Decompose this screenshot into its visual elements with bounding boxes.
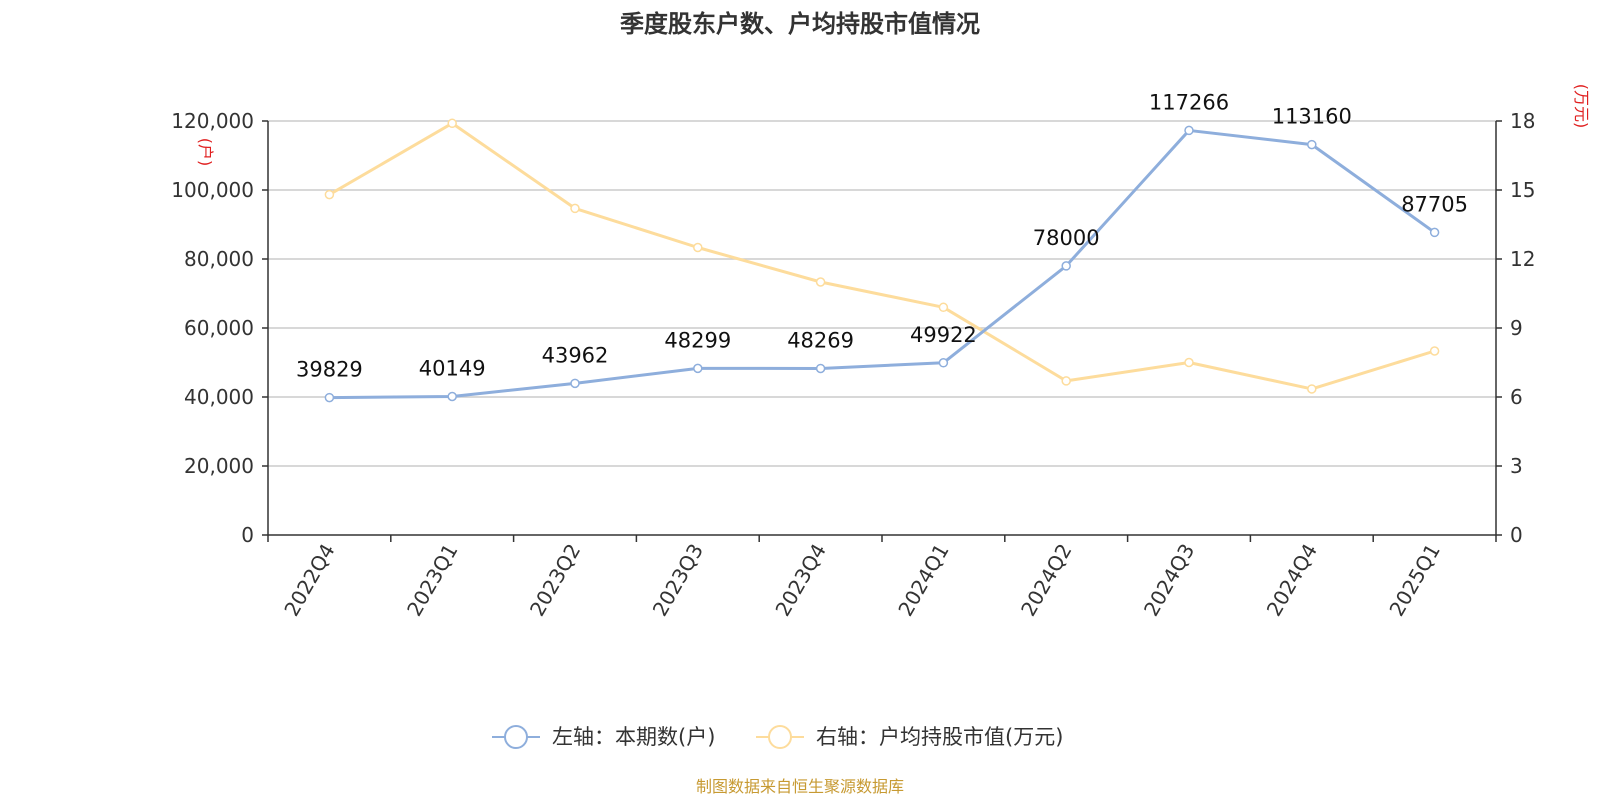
data-point bbox=[324, 189, 335, 200]
x-axis-tick-label: 2023Q2 bbox=[525, 540, 585, 621]
data-point bbox=[1429, 346, 1440, 356]
x-axis-tick-label: 2023Q4 bbox=[770, 540, 830, 621]
right-axis-tick-label: 6 bbox=[1510, 385, 1523, 409]
data-point bbox=[693, 242, 703, 253]
x-axis-tick-label: 2022Q4 bbox=[279, 540, 339, 621]
x-axis-tick-label: 2023Q1 bbox=[402, 540, 462, 621]
data-point bbox=[1307, 139, 1317, 150]
right-axis-unit: (万元) bbox=[1572, 84, 1591, 129]
data-point bbox=[938, 358, 949, 368]
data-point bbox=[1307, 384, 1317, 394]
legend: 左轴：本期数(户) 右轴：户均持股市值(万元) bbox=[492, 725, 1063, 749]
axes bbox=[262, 120, 1502, 542]
data-label: 39829 bbox=[296, 358, 363, 382]
right-axis-tick-label: 9 bbox=[1510, 316, 1523, 340]
left-axis-tick-label: 40,000 bbox=[184, 385, 254, 409]
data-point bbox=[447, 391, 457, 402]
data-point bbox=[324, 392, 335, 403]
legend-item-right[interactable]: 右轴：户均持股市值(万元) bbox=[756, 725, 1063, 749]
data-label: 40149 bbox=[419, 356, 486, 380]
x-axis-tick-labels: 2022Q4 2023Q1 2023Q2 2023Q3 2023Q4 2024Q1 2024… bbox=[279, 540, 1445, 621]
right-axis-tick-labels: 0 3 6 9 12 15 18 bbox=[1510, 109, 1535, 547]
left-axis-tick-labels: 0 20,000 40,000 60,000 80,000 100,000 120,000 bbox=[171, 109, 254, 547]
data-label: 113160 bbox=[1272, 105, 1352, 129]
x-axis-tick-label: 2025Q1 bbox=[1384, 540, 1444, 621]
legend-label-right: 右轴：户均持股市值(万元) bbox=[816, 725, 1063, 749]
data-point bbox=[1061, 376, 1071, 386]
right-axis-tick-label: 18 bbox=[1510, 109, 1535, 133]
left-axis-tick-label: 60,000 bbox=[184, 316, 254, 340]
data-point bbox=[570, 203, 580, 214]
x-axis-tick-label: 2024Q2 bbox=[1016, 540, 1076, 621]
left-axis-tick-label: 20,000 bbox=[184, 454, 254, 478]
data-point bbox=[815, 363, 826, 374]
data-label: 87705 bbox=[1401, 192, 1468, 216]
data-point bbox=[1184, 357, 1194, 368]
data-point bbox=[447, 118, 457, 129]
left-axis-tick-label: 0 bbox=[241, 523, 254, 547]
left-axis-tick-label: 100,000 bbox=[171, 178, 254, 202]
data-label: 48299 bbox=[664, 328, 731, 352]
data-point bbox=[1184, 125, 1194, 136]
data-point bbox=[1061, 261, 1071, 271]
data-label: 43962 bbox=[542, 343, 609, 367]
data-labels: 39829 40149 43962 48299 48269 49922 78000 11726… bbox=[296, 90, 1468, 381]
data-point bbox=[1429, 227, 1440, 238]
x-axis-tick-label: 2023Q3 bbox=[648, 540, 708, 621]
right-axis-tick-label: 3 bbox=[1510, 454, 1523, 478]
series-right bbox=[324, 118, 1440, 394]
data-label: 78000 bbox=[1033, 226, 1100, 250]
right-axis-tick-label: 15 bbox=[1510, 178, 1535, 202]
right-axis-tick-label: 0 bbox=[1510, 523, 1523, 547]
source-note: 制图数据来自恒生聚源数据库 bbox=[696, 777, 904, 796]
data-point bbox=[693, 363, 703, 374]
data-label: 49922 bbox=[910, 323, 977, 347]
legend-marker-circle bbox=[504, 725, 528, 749]
data-label: 48269 bbox=[787, 328, 854, 352]
series-line bbox=[328, 121, 1436, 391]
series-left bbox=[324, 125, 1440, 403]
data-point bbox=[570, 378, 580, 389]
left-axis-unit: (户) bbox=[196, 138, 215, 167]
data-point bbox=[938, 302, 949, 313]
left-axis-tick-label: 80,000 bbox=[184, 247, 254, 271]
legend-marker-circle bbox=[768, 725, 792, 749]
data-point bbox=[815, 277, 826, 287]
chart-title: 季度股东户数、户均持股市值情况 bbox=[620, 10, 980, 38]
data-label: 117266 bbox=[1149, 90, 1229, 114]
x-axis-tick-label: 2024Q4 bbox=[1262, 540, 1322, 621]
x-axis-tick-label: 2024Q3 bbox=[1139, 540, 1199, 621]
grid-lines bbox=[268, 120, 1496, 467]
legend-label-left: 左轴：本期数(户) bbox=[552, 725, 715, 749]
series-line bbox=[329, 128, 1436, 400]
legend-item-left[interactable]: 左轴：本期数(户) bbox=[492, 725, 715, 749]
right-axis-tick-label: 12 bbox=[1510, 247, 1535, 271]
left-axis-tick-label: 120,000 bbox=[171, 109, 254, 133]
x-axis-tick-label: 2024Q1 bbox=[893, 540, 953, 621]
